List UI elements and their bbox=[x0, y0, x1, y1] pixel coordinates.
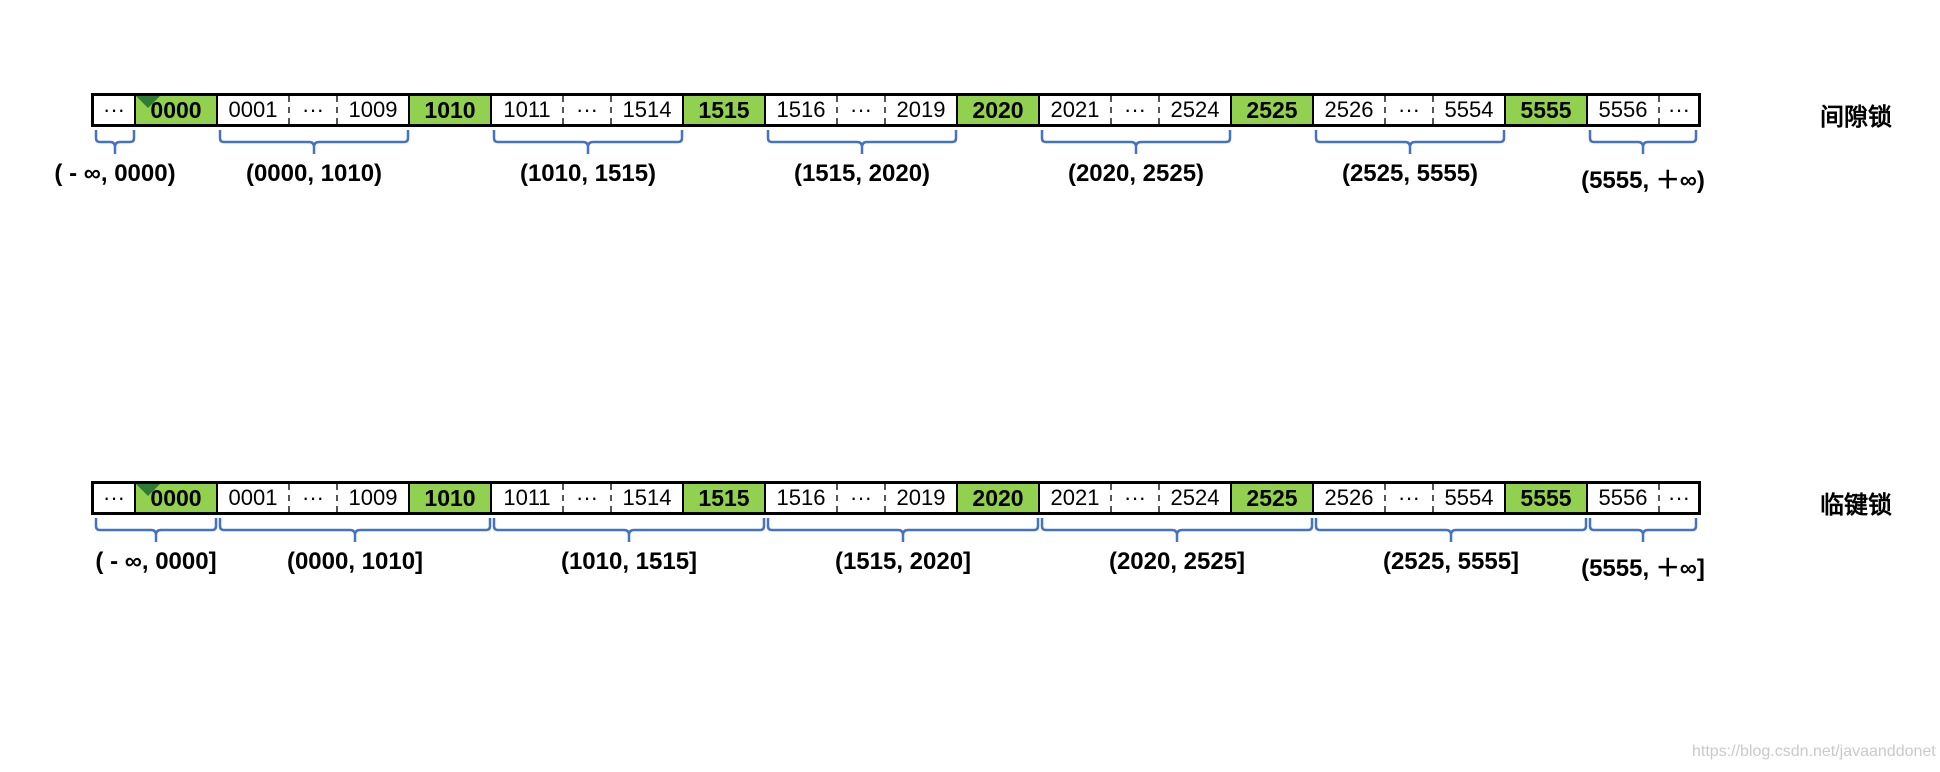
ellipsis-cell: ··· bbox=[838, 484, 886, 512]
record-cell: 1514 bbox=[612, 484, 684, 512]
range-brace bbox=[1314, 130, 1506, 154]
range-label: (2525, 5555) bbox=[1341, 160, 1479, 187]
record-cell: 1011 bbox=[492, 96, 564, 124]
record-cell: 0001 bbox=[218, 96, 290, 124]
range-label: (2525, 5555] bbox=[1382, 548, 1520, 575]
range-label: (5555, ＋∞] bbox=[1581, 555, 1705, 582]
range-brace bbox=[766, 518, 1040, 542]
range-brace bbox=[492, 130, 684, 154]
ellipsis-cell: ··· bbox=[1386, 96, 1434, 124]
record-cell: 1516 bbox=[766, 96, 838, 124]
record-cell: 2524 bbox=[1160, 96, 1232, 124]
record-cell: 1514 bbox=[612, 96, 684, 124]
ellipsis-cell: ··· bbox=[564, 96, 612, 124]
record-cell: 1516 bbox=[766, 484, 838, 512]
key-record-cell: 0000 bbox=[136, 96, 218, 124]
range-brace bbox=[766, 130, 958, 154]
range-brace bbox=[218, 518, 492, 542]
range-label: (0000, 1010) bbox=[245, 160, 383, 187]
range-label: (1515, 2020] bbox=[834, 548, 972, 575]
key-record-cell: 1010 bbox=[410, 484, 492, 512]
ellipsis-cell: ··· bbox=[564, 484, 612, 512]
next-key-lock-row: ··· 0000 0001 ··· 1009 1010 1011 ··· 1514 1515 151… bbox=[0, 0, 1940, 582]
index-record-strip: ··· 0000 0001 ··· 1009 1010 1011 ··· 1514 1515 151… bbox=[91, 93, 1701, 127]
record-cell: 2526 bbox=[1314, 96, 1386, 124]
range-brace bbox=[1040, 518, 1314, 542]
gap-lock-row: ··· 0000 0001 ··· 1009 1010 1011 ··· 1514 1515 151… bbox=[0, 0, 1940, 200]
record-cell: 5556 bbox=[1588, 96, 1660, 124]
record-cell: 1011 bbox=[492, 484, 564, 512]
range-brace bbox=[94, 130, 136, 154]
range-label: (5555, ＋∞) bbox=[1581, 167, 1705, 194]
key-record-cell: 2020 bbox=[958, 96, 1040, 124]
record-cell: 5554 bbox=[1434, 96, 1506, 124]
ellipsis-cell: ··· bbox=[1112, 96, 1160, 124]
ellipsis-cell: ··· bbox=[838, 96, 886, 124]
range-brace bbox=[1040, 130, 1232, 154]
range-label: ( - ∞, 0000) bbox=[54, 160, 176, 187]
record-cell: 1009 bbox=[338, 96, 410, 124]
record-cell: 2526 bbox=[1314, 484, 1386, 512]
ellipsis-cell: ··· bbox=[1112, 484, 1160, 512]
key-record-cell: 2525 bbox=[1232, 484, 1314, 512]
ellipsis-cell: ··· bbox=[94, 484, 136, 512]
key-record-cell: 5555 bbox=[1506, 96, 1588, 124]
range-brace bbox=[218, 130, 410, 154]
ellipsis-cell: ··· bbox=[1668, 97, 1690, 122]
range-label: ( - ∞, 0000] bbox=[95, 548, 217, 575]
record-cell: 5556 bbox=[1588, 484, 1660, 512]
ellipsis-cell: ··· bbox=[1668, 485, 1690, 510]
key-record-cell: 1515 bbox=[684, 96, 766, 124]
record-cell: 1009 bbox=[338, 484, 410, 512]
key-record-cell: 5555 bbox=[1506, 484, 1588, 512]
ellipsis-cell: ··· bbox=[1386, 484, 1434, 512]
range-label: (1010, 1515] bbox=[560, 548, 698, 575]
ellipsis-cell: ··· bbox=[290, 96, 338, 124]
gap-lock-title: 间隙锁 bbox=[1820, 103, 1892, 131]
range-brace bbox=[1588, 130, 1698, 154]
range-label: (2020, 2525] bbox=[1108, 548, 1246, 575]
key-record-cell: 1010 bbox=[410, 96, 492, 124]
next-key-lock-title: 临键锁 bbox=[1820, 491, 1892, 519]
record-cell: 2021 bbox=[1040, 484, 1112, 512]
range-label: (2020, 2525) bbox=[1067, 160, 1205, 187]
record-cell: 0001 bbox=[218, 484, 290, 512]
key-record-cell: 2525 bbox=[1232, 96, 1314, 124]
record-cell: 2524 bbox=[1160, 484, 1232, 512]
key-record-cell: 0000 bbox=[136, 484, 218, 512]
range-brace bbox=[94, 518, 218, 542]
record-cell: 2021 bbox=[1040, 96, 1112, 124]
record-cell: 5554 bbox=[1434, 484, 1506, 512]
range-label: (1010, 1515) bbox=[519, 160, 657, 187]
range-brace bbox=[492, 518, 766, 542]
watermark: https://blog.csdn.net/javaanddonet bbox=[1692, 743, 1936, 760]
range-brace bbox=[1588, 518, 1698, 542]
range-label: (1515, 2020) bbox=[793, 160, 931, 187]
ellipsis-cell: ··· bbox=[94, 96, 136, 124]
record-cell: 2019 bbox=[886, 96, 958, 124]
key-record-cell: 2020 bbox=[958, 484, 1040, 512]
ellipsis-cell: ··· bbox=[290, 484, 338, 512]
key-record-cell: 1515 bbox=[684, 484, 766, 512]
range-brace bbox=[1314, 518, 1588, 542]
range-braces bbox=[94, 518, 1698, 542]
range-braces bbox=[94, 130, 1698, 154]
index-record-strip: ··· 0000 0001 ··· 1009 1010 1011 ··· 1514 1515 151… bbox=[91, 481, 1701, 515]
range-label: (0000, 1010] bbox=[286, 548, 424, 575]
record-cell: 2019 bbox=[886, 484, 958, 512]
